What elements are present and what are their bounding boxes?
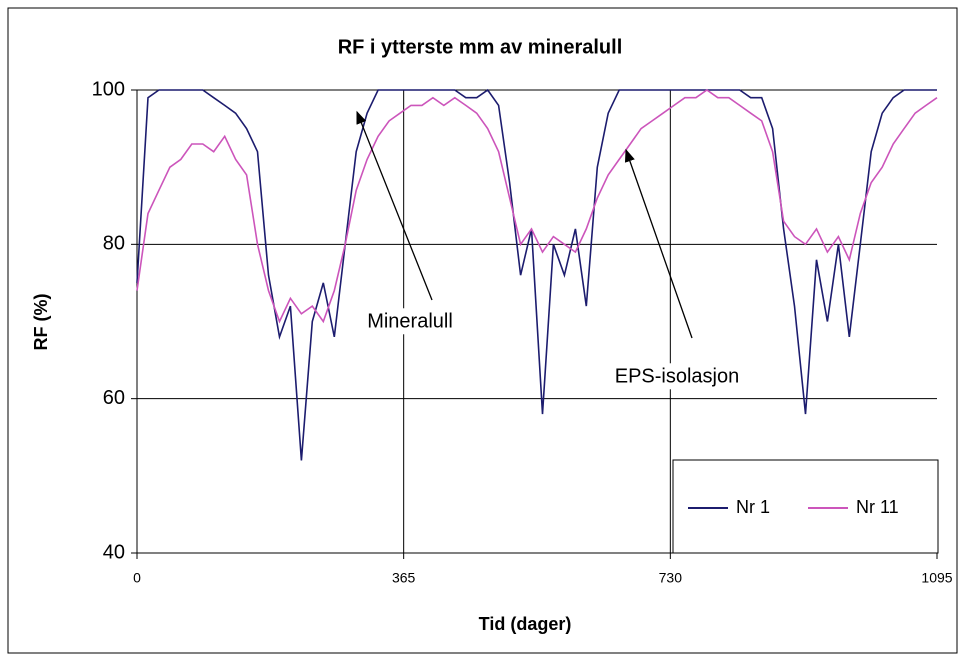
x-tick-label: 1095 bbox=[921, 570, 952, 586]
chart-title: RF i ytterste mm av mineralull bbox=[338, 36, 623, 58]
x-axis-label: Tid (dager) bbox=[479, 614, 572, 634]
x-tick-label: 365 bbox=[392, 570, 416, 586]
y-tick-label: 100 bbox=[92, 78, 125, 100]
annotation: Mineralull bbox=[367, 310, 453, 332]
legend-label: Nr 1 bbox=[736, 497, 770, 517]
annotation: EPS-isolasjon bbox=[615, 365, 740, 387]
legend bbox=[672, 459, 939, 554]
y-tick-label: 80 bbox=[103, 233, 125, 255]
series-line bbox=[136, 88, 937, 461]
y-axis-label: RF (%) bbox=[31, 294, 51, 351]
annotation-arrow bbox=[356, 110, 433, 301]
legend-label: Nr 11 bbox=[856, 497, 899, 517]
series-line bbox=[136, 89, 938, 324]
y-tick-label: 60 bbox=[103, 387, 125, 409]
chart-border bbox=[7, 7, 958, 654]
annotation-bg bbox=[610, 363, 744, 390]
x-tick-label: 0 bbox=[133, 570, 141, 586]
y-tick-label: 40 bbox=[103, 541, 125, 563]
x-tick-label: 730 bbox=[659, 570, 683, 586]
annotation-bg bbox=[363, 308, 457, 335]
annotation-arrow bbox=[624, 148, 693, 339]
